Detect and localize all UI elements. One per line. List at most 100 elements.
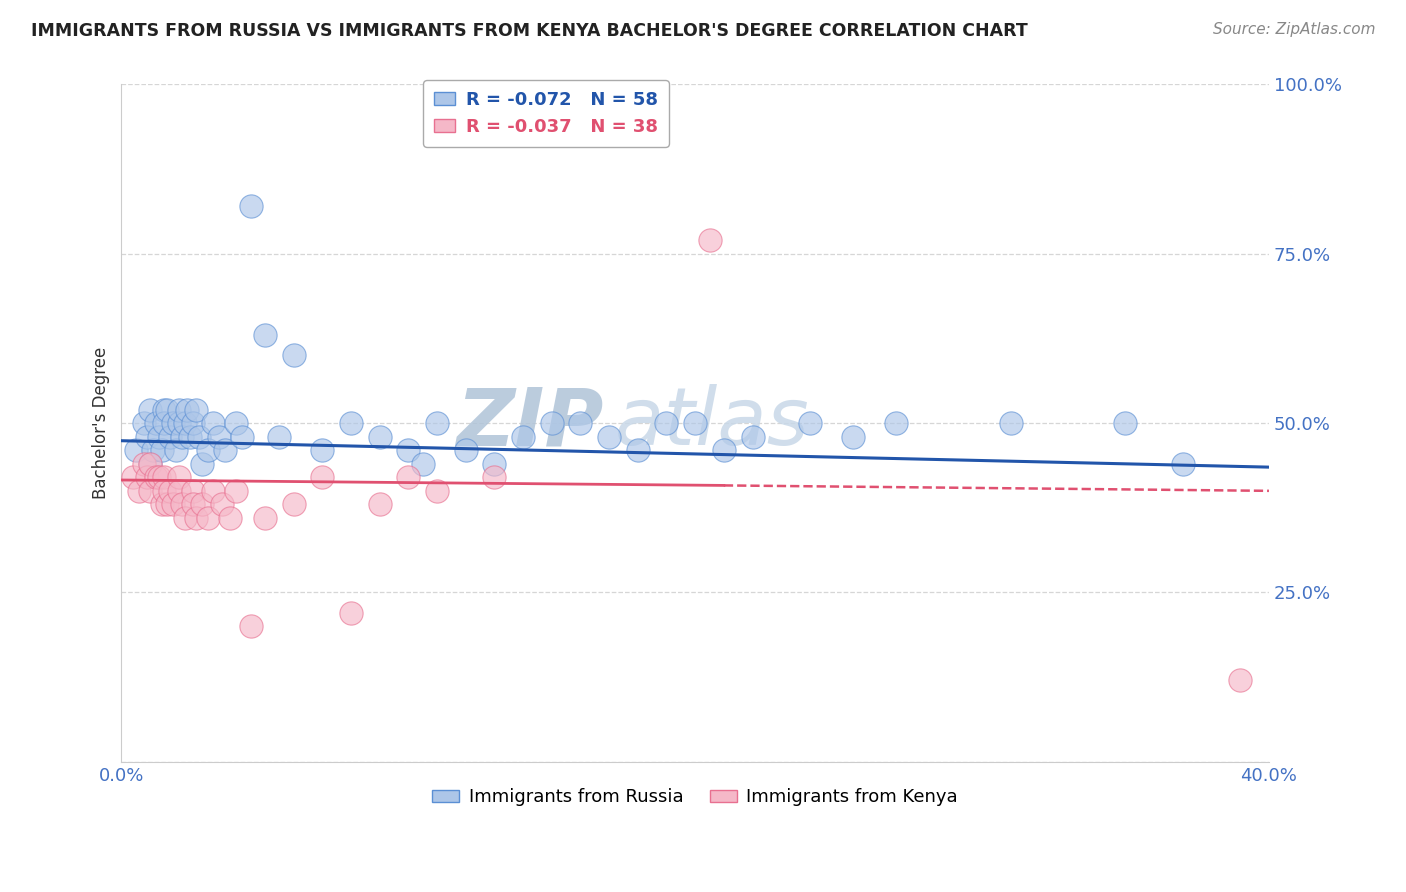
Point [512,430,534,444]
Point [153,402,176,417]
Point [454,443,477,458]
Point [159,430,181,444]
Point [412,457,434,471]
Point [225,416,247,430]
Point [128,483,150,498]
Point [283,348,305,362]
Point [148,470,170,484]
Point [139,457,162,471]
Point [176,402,198,417]
Point [173,416,195,430]
Text: ZIP: ZIP [456,384,603,462]
Point [368,430,391,444]
Point [569,416,592,430]
Point [239,619,262,633]
Point [165,443,187,458]
Point [134,457,156,471]
Point [181,497,204,511]
Point [368,497,391,511]
Point [187,430,209,444]
Point [208,430,231,444]
Point [159,483,181,498]
Point [150,443,173,458]
Point [162,416,184,430]
Point [598,430,620,444]
Point [484,457,506,471]
Point [167,402,190,417]
Point [197,511,219,525]
Point [683,416,706,430]
Point [136,470,159,484]
Point [540,416,562,430]
Point [134,416,156,430]
Point [741,430,763,444]
Point [156,497,179,511]
Point [1229,673,1251,688]
Point [150,497,173,511]
Point [170,430,193,444]
Point [202,483,225,498]
Point [239,199,262,213]
Point [231,430,253,444]
Point [311,470,333,484]
Point [153,416,176,430]
Point [167,470,190,484]
Point [173,511,195,525]
Point [426,416,449,430]
Point [253,328,276,343]
Point [145,416,167,430]
Point [191,457,214,471]
Point [122,470,145,484]
Text: atlas: atlas [614,384,810,462]
Point [219,511,242,525]
Point [184,511,207,525]
Point [884,416,907,430]
Point [426,483,449,498]
Point [211,497,233,511]
Point [842,430,865,444]
Point [148,430,170,444]
Point [142,443,165,458]
Point [153,470,176,484]
Point [396,443,419,458]
Point [655,416,678,430]
Point [1114,416,1136,430]
Point [799,416,821,430]
Point [167,483,190,498]
Point [179,430,201,444]
Point [156,402,179,417]
Point [170,497,193,511]
Point [269,430,291,444]
Point [484,470,506,484]
Point [167,416,190,430]
Point [1171,457,1194,471]
Point [627,443,650,458]
Point [311,443,333,458]
Point [713,443,735,458]
Point [139,483,162,498]
Point [1000,416,1022,430]
Text: IMMIGRANTS FROM RUSSIA VS IMMIGRANTS FROM KENYA BACHELOR'S DEGREE CORRELATION CH: IMMIGRANTS FROM RUSSIA VS IMMIGRANTS FRO… [31,22,1028,40]
Point [125,443,148,458]
Point [197,443,219,458]
Point [253,511,276,525]
Text: Source: ZipAtlas.com: Source: ZipAtlas.com [1212,22,1375,37]
Point [139,457,162,471]
Point [191,497,214,511]
Legend: Immigrants from Russia, Immigrants from Kenya: Immigrants from Russia, Immigrants from … [425,781,965,814]
Point [225,483,247,498]
Point [145,470,167,484]
Point [340,416,363,430]
Point [184,402,207,417]
Point [162,497,184,511]
Point [139,402,162,417]
Point [283,497,305,511]
Y-axis label: Bachelor's Degree: Bachelor's Degree [93,347,110,500]
Point [181,483,204,498]
Point [340,606,363,620]
Point [214,443,236,458]
Point [153,483,176,498]
Point [181,416,204,430]
Point [699,233,721,247]
Point [202,416,225,430]
